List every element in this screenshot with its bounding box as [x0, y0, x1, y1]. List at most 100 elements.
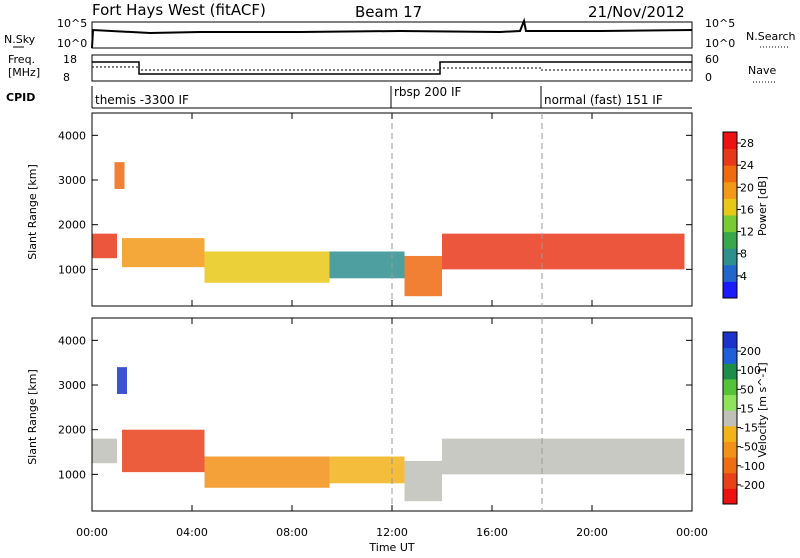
- velocity-colorbar-cell: [723, 457, 737, 474]
- velocity-colorbar-tick-label: 100: [740, 364, 761, 377]
- velocity-colorbar: 200 100 50 15 -15 -50 -100 -200: [722, 331, 765, 505]
- power-colorbar-cell: [723, 231, 737, 249]
- x-axis-label: Time UT: [368, 541, 414, 554]
- power-echo-region-2: [122, 238, 205, 268]
- freq-label-1: Freq.: [8, 53, 35, 66]
- nsky-tick-low: 10^0: [57, 37, 87, 50]
- y-tick-label: 3000: [58, 174, 86, 187]
- power-colorbar-cell: [723, 181, 737, 199]
- power-yticks: 1000 2000 3000 4000: [58, 129, 692, 276]
- velocity-echo-region-3: [204, 456, 330, 488]
- velocity-echo-region-6: [442, 438, 685, 475]
- power-colorbar-tick-label: 24: [740, 159, 754, 172]
- power-echo-region-6: [442, 233, 685, 270]
- cpid-segment-normal: normal (fast) 151 IF: [544, 93, 663, 107]
- cpid-change-markers: [391, 113, 543, 511]
- power-colorbar-cell: [723, 198, 737, 216]
- nsky-trace: [91, 17, 693, 49]
- nsearch-tick-high: 10^5: [705, 17, 735, 30]
- power-colorbar-tick-label: 28: [740, 137, 754, 150]
- nsky-tick-high: 10^5: [57, 17, 87, 30]
- velocity-colorbar-tick-label: 50: [740, 383, 754, 396]
- beam-title: Beam 17: [355, 3, 422, 21]
- nave-tick-low: 0: [705, 71, 712, 84]
- velocity-panel: 1000 2000 3000 4000 Slant Range [km]: [26, 317, 693, 512]
- velocity-colorbar-label: Velocity [m s^-1]: [756, 362, 769, 457]
- velocity-colorbar-frame: [722, 331, 738, 505]
- power-colorbar-tick-label: 12: [740, 226, 754, 239]
- date-title: 21/Nov/2012: [588, 3, 685, 21]
- power-colorbar: 4 8 12 16 20 24 28: [722, 131, 754, 299]
- velocity-echo-region-4: [329, 456, 405, 484]
- velocity-colorbar-cell: [723, 332, 737, 349]
- nsky-label: N.Sky: [4, 33, 36, 46]
- power-echo-region-3: [204, 251, 330, 283]
- velocity-colorbar-cell: [723, 488, 737, 505]
- velocity-echo-region-1: [117, 367, 127, 394]
- nave-trace: [92, 66, 692, 71]
- velocity-colorbar-cell: [723, 394, 737, 411]
- y-tick-label: 4000: [58, 129, 86, 142]
- velocity-echoes: [92, 367, 685, 502]
- power-colorbar-tick-label: 8: [740, 248, 747, 261]
- y-tick-label: 2000: [58, 424, 86, 437]
- power-panel: 1000 2000 3000 4000 Slant Range [km]: [26, 112, 693, 307]
- velocity-colorbar-cell: [723, 363, 737, 380]
- power-echo-region-1: [114, 162, 125, 189]
- power-echo-region-5: [404, 255, 442, 297]
- cpid-label: CPID: [6, 91, 35, 104]
- velocity-yticks: 1000 2000 3000 4000: [58, 334, 692, 481]
- velocity-colorbar-cell: [723, 378, 737, 396]
- y-tick-label: 1000: [58, 263, 86, 276]
- x-tick-label: 08:00: [276, 526, 308, 539]
- power-colorbar-cell: [723, 165, 737, 183]
- x-tick-label: 20:00: [576, 526, 608, 539]
- power-colorbar-label: Power [dB]: [756, 176, 769, 236]
- y-tick-label: 1000: [58, 468, 86, 481]
- x-tick-label: 00:00: [676, 526, 708, 539]
- cpid-row: CPID themis -3300 IF rbsp 200 IF normal …: [6, 85, 692, 109]
- freq-frame: [91, 54, 693, 82]
- velocity-colorbar-cell: [723, 472, 737, 489]
- velocity-colorbar-tick-label: -50: [740, 441, 758, 454]
- station-title: Fort Hays West (fitACF): [92, 1, 266, 19]
- power-colorbar-cell: [723, 132, 737, 150]
- x-axis: 00:00 04:00 08:00 12:00 16:00 20:00 00:00: [76, 113, 708, 539]
- nsearch-label: N.Search: [746, 30, 796, 43]
- power-colorbar-tick-label: 16: [740, 203, 754, 216]
- velocity-ylabel: Slant Range [km]: [26, 369, 39, 465]
- cpid-segment-rbsp: rbsp 200 IF: [394, 85, 461, 99]
- power-colorbar-tick-label: 4: [740, 270, 747, 283]
- velocity-colorbar-tick-label: 200: [740, 345, 761, 358]
- y-tick-label: 4000: [58, 334, 86, 347]
- power-colorbar-cell: [723, 281, 737, 299]
- freq-tick-low: 8: [63, 71, 70, 84]
- power-colorbar-cell: [723, 215, 737, 233]
- freq-trace: [92, 61, 692, 75]
- power-colorbar-cell: [723, 148, 737, 166]
- x-tick-label: 16:00: [476, 526, 508, 539]
- velocity-colorbar-tick-label: 15: [740, 402, 754, 415]
- power-echoes: [92, 162, 685, 297]
- power-ylabel: Slant Range [km]: [26, 164, 39, 260]
- freq-label-2: [MHz]: [8, 66, 40, 79]
- nave-tick-high: 60: [705, 53, 719, 66]
- velocity-echo-region-2: [122, 429, 205, 473]
- nave-label: Nave: [748, 64, 776, 77]
- velocity-echo-region-5: [404, 460, 442, 502]
- velocity-colorbar-cell: [723, 347, 737, 364]
- x-tick-label: 12:00: [376, 526, 408, 539]
- power-colorbar-tick-label: 20: [740, 181, 754, 194]
- power-colorbar-cell: [723, 264, 737, 282]
- velocity-colorbar-tick-label: -15: [740, 422, 758, 435]
- freq-tick-high: 18: [63, 53, 77, 66]
- power-echo-region-4: [329, 251, 405, 279]
- x-tick-label: 00:00: [76, 526, 108, 539]
- nsearch-tick-low: 10^0: [705, 37, 735, 50]
- cpid-segment-themis: themis -3300 IF: [95, 93, 189, 107]
- x-tick-label: 04:00: [176, 526, 208, 539]
- velocity-echo-region-0: [92, 438, 117, 464]
- nsky-panel: N.Sky 10^5 10^0 10^5 10^0 N.Search: [4, 17, 796, 50]
- freq-panel: Freq. [MHz] 18 8 60 0 Nave: [8, 53, 776, 84]
